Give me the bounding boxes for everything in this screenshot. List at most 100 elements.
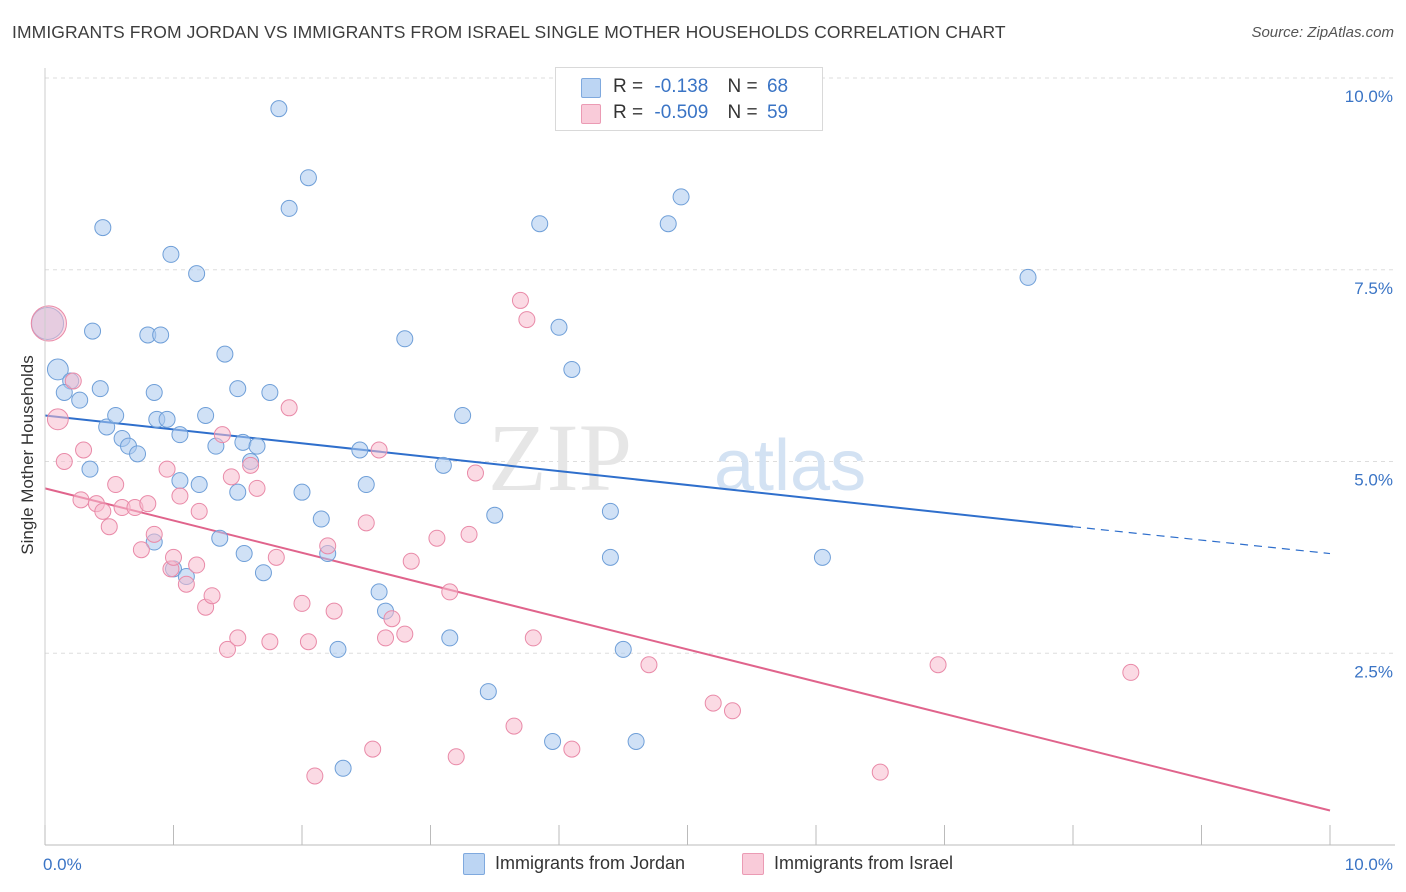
grid-layer bbox=[45, 77, 1395, 654]
israel-trend-line bbox=[44, 487, 1331, 812]
israel-point bbox=[402, 552, 420, 570]
x-tick-label: 10.0% bbox=[1345, 855, 1393, 874]
jordan-point bbox=[329, 640, 347, 658]
israel-point bbox=[460, 525, 478, 543]
israel-point bbox=[370, 441, 388, 459]
israel-point bbox=[177, 575, 195, 593]
israel-point bbox=[267, 548, 285, 566]
jordan-n-label: N = bbox=[727, 76, 758, 97]
chart-title: IMMIGRANTS FROM JORDAN VS IMMIGRANTS FRO… bbox=[12, 22, 1006, 42]
jordan-point bbox=[813, 548, 831, 566]
jordan-point bbox=[270, 100, 288, 118]
jordan-trend-extension bbox=[1072, 526, 1331, 555]
jordan-point bbox=[1019, 268, 1037, 286]
jordan-point bbox=[46, 358, 69, 381]
y-tick-label: 7.5% bbox=[1354, 279, 1393, 298]
jordan-point bbox=[396, 330, 414, 348]
israel-point bbox=[280, 399, 298, 417]
jordan-point bbox=[614, 640, 632, 658]
jordan-point bbox=[293, 483, 311, 501]
y-tick-label: 5.0% bbox=[1354, 471, 1393, 490]
jordan-point bbox=[188, 265, 206, 283]
jordan-point bbox=[441, 629, 459, 647]
jordan-point bbox=[299, 169, 317, 187]
jordan-point bbox=[601, 548, 619, 566]
jordan-point bbox=[479, 683, 497, 701]
jordan-r-value: -0.138 bbox=[654, 76, 709, 97]
israel-point bbox=[188, 556, 206, 574]
source-label: Source: ZipAtlas.com bbox=[1251, 24, 1394, 41]
israel-point bbox=[218, 640, 236, 658]
jordan-point bbox=[659, 215, 677, 233]
jordan-point bbox=[98, 418, 116, 436]
legend-israel-swatch bbox=[742, 853, 764, 875]
jordan-point bbox=[351, 441, 369, 459]
israel-point bbox=[364, 740, 382, 758]
jordan-point bbox=[152, 326, 170, 344]
israel-point bbox=[325, 602, 343, 620]
legend-jordan-label: Immigrants from Jordan bbox=[495, 853, 686, 873]
israel-point bbox=[428, 529, 446, 547]
jordan-point bbox=[280, 199, 298, 217]
israel-point bbox=[213, 426, 231, 444]
jordan-point bbox=[81, 460, 99, 478]
y-axis-label: Single Mother Households bbox=[18, 355, 37, 555]
jordan-point bbox=[55, 383, 73, 401]
israel-n-value: 59 bbox=[766, 102, 789, 123]
israel-point bbox=[242, 456, 260, 474]
jordan-point bbox=[454, 406, 472, 424]
jordan-point bbox=[434, 456, 452, 474]
israel-point bbox=[306, 767, 324, 785]
israel-point bbox=[165, 548, 182, 566]
legend-israel-label: Immigrants from Israel bbox=[774, 853, 954, 873]
jordan-point bbox=[370, 583, 388, 601]
jordan-point bbox=[162, 245, 180, 263]
jordan-point bbox=[531, 215, 549, 233]
jordan-point bbox=[211, 529, 229, 547]
israel-point bbox=[518, 311, 536, 329]
y-tick-label: 10.0% bbox=[1345, 87, 1393, 106]
israel-point bbox=[229, 629, 247, 647]
israel-point bbox=[929, 656, 947, 674]
israel-point bbox=[55, 453, 73, 470]
israel-point bbox=[72, 491, 90, 509]
stats-legend: R = -0.138 N = 68 R = -0.509 N = 59 bbox=[555, 67, 823, 131]
jordan-point bbox=[248, 437, 266, 455]
israel-point bbox=[107, 476, 125, 494]
israel-point bbox=[441, 583, 459, 601]
jordan-point bbox=[486, 506, 504, 524]
israel-point bbox=[171, 487, 189, 505]
jordan-point bbox=[627, 732, 645, 750]
jordan-point bbox=[107, 406, 125, 424]
israel-point bbox=[132, 541, 150, 559]
jordan-point bbox=[312, 510, 330, 528]
jordan-point bbox=[334, 759, 352, 777]
israel-point bbox=[145, 525, 163, 543]
israel-point bbox=[222, 468, 240, 486]
watermark-zip: ZIP bbox=[488, 404, 632, 511]
israel-point bbox=[447, 748, 465, 766]
axis-layer: 2.5% 5.0% 7.5% 10.0% 0.0% 10.0% bbox=[43, 68, 1395, 874]
israel-point bbox=[158, 460, 176, 478]
jordan-point bbox=[171, 472, 189, 490]
israel-point bbox=[1122, 663, 1140, 681]
israel-point bbox=[511, 291, 529, 309]
jordan-point bbox=[550, 318, 568, 336]
israel-r-value: -0.509 bbox=[654, 102, 709, 123]
jordan-point bbox=[544, 732, 562, 750]
israel-point bbox=[139, 495, 157, 513]
israel-point bbox=[261, 633, 279, 651]
jordan-point bbox=[145, 383, 163, 401]
jordan-r-label: R = bbox=[613, 76, 644, 97]
israel-point bbox=[46, 408, 69, 431]
israel-point bbox=[30, 305, 67, 342]
israel-point bbox=[299, 633, 317, 651]
israel-point bbox=[466, 464, 484, 482]
jordan-point bbox=[672, 188, 690, 206]
jordan-point bbox=[229, 380, 247, 398]
jordan-point bbox=[91, 380, 109, 398]
israel-point bbox=[94, 502, 112, 520]
jordan-point bbox=[190, 476, 208, 494]
jordan-point bbox=[158, 410, 176, 428]
jordan-point bbox=[254, 564, 272, 582]
